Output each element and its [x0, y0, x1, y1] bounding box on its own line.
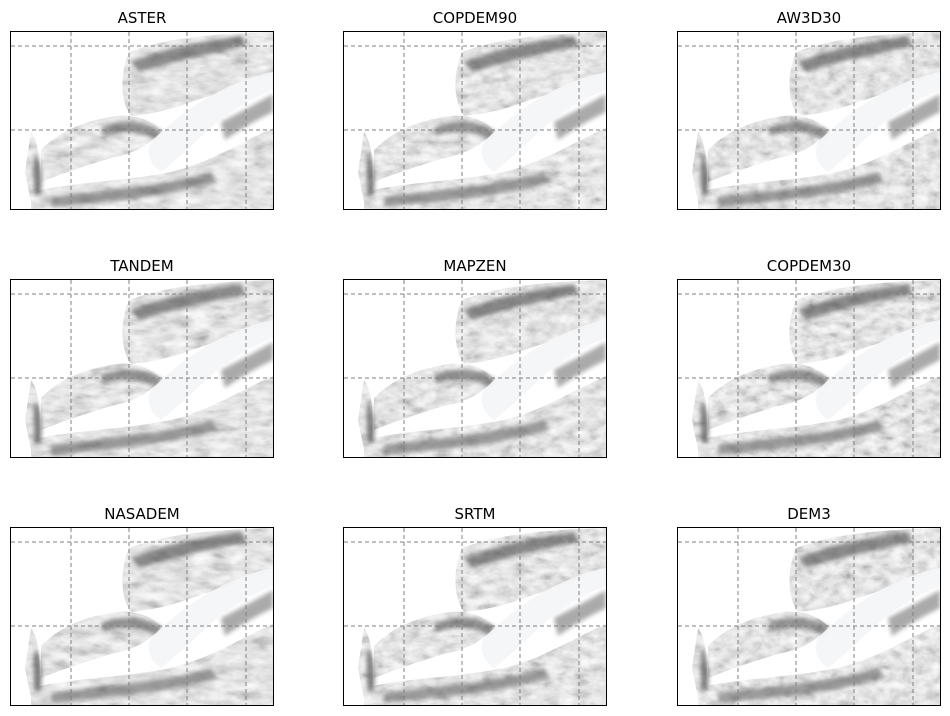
hillshade-image [343, 279, 607, 458]
hillshade-image [343, 527, 607, 706]
panel-title: AW3D30 [776, 9, 842, 27]
panel-title: SRTM [454, 505, 496, 523]
panel-title: TANDEM [110, 257, 174, 275]
panel-title: COPDEM90 [432, 9, 518, 27]
panel-title: COPDEM30 [766, 257, 852, 275]
panel-title: NASADEM [104, 505, 180, 523]
panel-title: ASTER [117, 9, 167, 27]
hillshade-image [343, 31, 607, 210]
panel-title: MAPZEN [443, 257, 507, 275]
hillshade-image [677, 279, 941, 458]
hillshade-image [677, 527, 941, 706]
panel-title: DEM3 [787, 505, 831, 523]
hillshade-image [10, 527, 274, 706]
hillshade-image [10, 31, 274, 210]
hillshade-image [677, 31, 941, 210]
hillshade-image [10, 279, 274, 458]
